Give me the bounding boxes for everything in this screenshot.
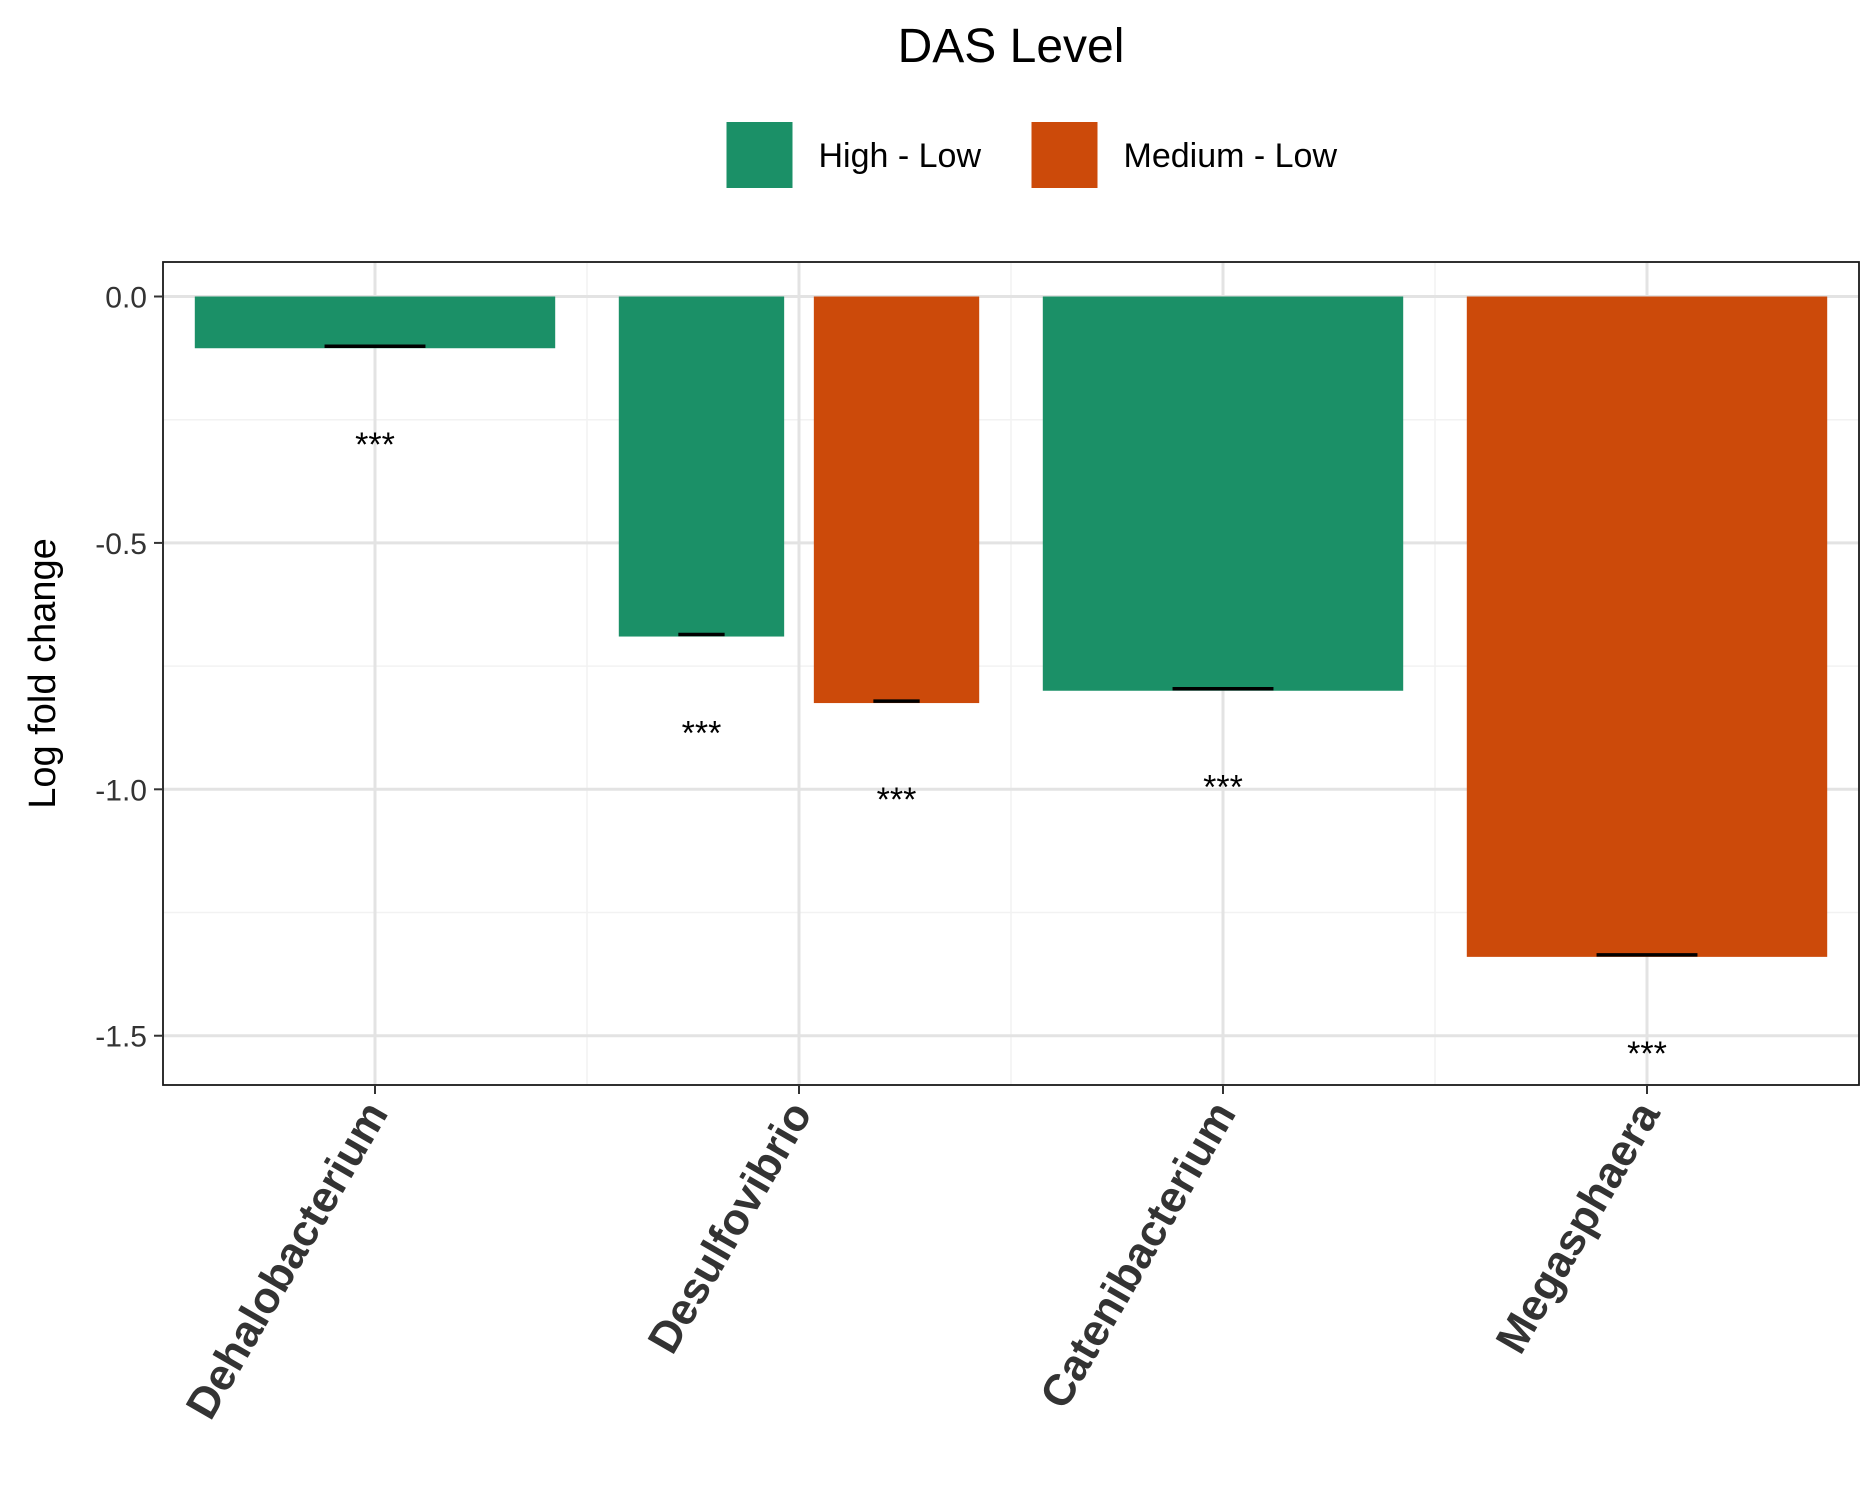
significance-label: *** (1627, 1035, 1667, 1073)
legend-key (726, 122, 793, 188)
plot-border (162, 261, 1860, 1086)
y-axis-title: Log fold change (22, 538, 64, 808)
bar (194, 296, 556, 349)
legend-label: High - Low (819, 137, 982, 175)
bar (813, 296, 980, 704)
y-axis: 0.0 -0.5 -1.0 -1.5 (95, 281, 163, 1054)
y-tick-label: -1.0 (95, 774, 147, 807)
y-tick-label: -1.5 (95, 1021, 147, 1054)
bar (1466, 296, 1828, 957)
significance-label: *** (1203, 769, 1243, 807)
x-category-label: Megasphaera (1487, 1093, 1670, 1362)
significance-label: *** (355, 426, 395, 464)
x-category-label: Desulfovibrio (639, 1094, 822, 1362)
legend-key (1031, 122, 1098, 188)
bar (618, 296, 785, 637)
bar (1042, 296, 1404, 691)
significance-label: *** (682, 715, 722, 753)
x-category-label: Dehalobacterium (177, 1094, 398, 1428)
significance-label: *** (877, 781, 917, 819)
y-tick-label: 0.0 (105, 281, 147, 314)
y-tick-label: -0.5 (95, 528, 147, 561)
x-category-label: Catenibacterium (1031, 1094, 1246, 1417)
legend-label: Medium - Low (1124, 137, 1338, 175)
x-axis: Dehalobacterium Desulfovibrio Catenibacter… (177, 1085, 1670, 1427)
plot-annotations: *** *** *** *** *** (355, 426, 1667, 1073)
legend: High - Low Medium - Low (726, 122, 1338, 188)
plot-bars (194, 296, 1828, 957)
legend-title: DAS Level (898, 20, 1125, 73)
